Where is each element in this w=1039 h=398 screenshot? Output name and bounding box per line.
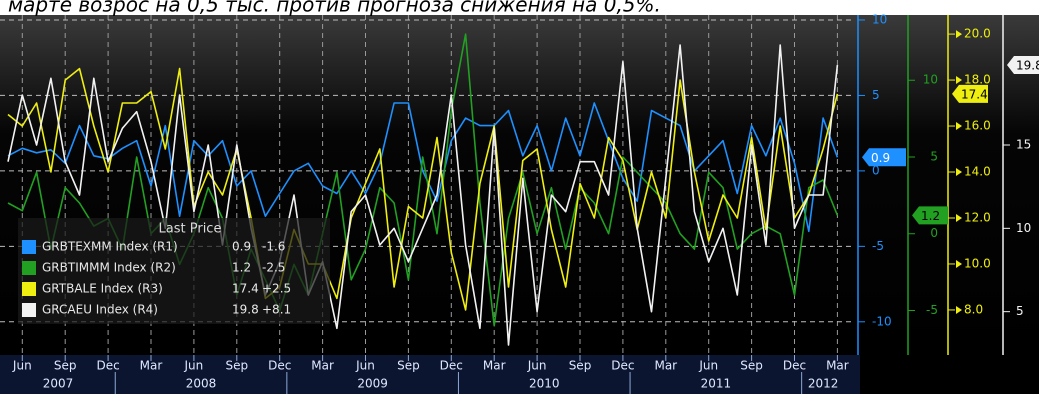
- legend-title: Last Price: [159, 222, 222, 237]
- legend-change: -1.6: [262, 240, 285, 254]
- lines: [7, 33, 839, 346]
- year-label: 2009: [357, 377, 388, 391]
- y-tick-label: 5: [930, 149, 938, 163]
- x-tick-label: Dec: [96, 359, 119, 373]
- y-tick-label: -5: [872, 239, 884, 253]
- legend-box: [18, 218, 330, 324]
- legend-label: GRBTIMMM Index (R2): [42, 261, 176, 275]
- y-tick-label: 10.0: [964, 256, 991, 270]
- x-tick-label: Dec: [611, 359, 634, 373]
- y-tick-label: 0: [872, 163, 880, 177]
- legend-change: -2.5: [262, 261, 285, 275]
- year-label: 2007: [43, 377, 74, 391]
- y-tick-label: 16.0: [964, 119, 991, 133]
- x-axis-strip: [0, 355, 860, 394]
- series-line: [7, 33, 839, 327]
- legend-label: GRBTEXMM Index (R1): [42, 240, 178, 254]
- x-tick-label: Sep: [225, 359, 248, 373]
- x-tick-label: Sep: [54, 359, 77, 373]
- tick-arrow: [956, 259, 962, 268]
- series-line: [7, 44, 839, 346]
- last-value-tag: [952, 84, 988, 103]
- corner: [860, 355, 1039, 394]
- y-tick-label: 0: [930, 226, 938, 240]
- y-tick-label: 5: [1016, 304, 1024, 318]
- last-value-label: 0.9: [871, 151, 890, 165]
- tick-arrow: [956, 305, 962, 314]
- tick-arrow: [956, 76, 962, 85]
- series-line: [7, 102, 839, 233]
- y-tick-label: 15: [1016, 138, 1031, 152]
- x-tick-label: Sep: [569, 359, 592, 373]
- year-label: 2011: [701, 377, 732, 391]
- x-tick-label: Mar: [140, 359, 163, 373]
- last-value-tag: [1007, 56, 1039, 74]
- series-line: [7, 67, 839, 311]
- legend-last: 0.9: [232, 240, 251, 254]
- last-value-label: 17.4: [961, 87, 988, 101]
- x-tick-label: Jun: [527, 359, 547, 373]
- legend-change: +2.5: [262, 282, 291, 296]
- y-tick-label: 18.0: [964, 73, 991, 87]
- year-label: 2010: [529, 377, 560, 391]
- y-tick-label: -10: [872, 314, 892, 328]
- x-tick-label: Jun: [184, 359, 204, 373]
- x-tick-label: Mar: [826, 359, 849, 373]
- tick-arrow: [956, 30, 962, 39]
- y-tick-label: 14.0: [964, 165, 991, 179]
- legend-swatch: [22, 303, 36, 317]
- x-tick-label: Mar: [311, 359, 334, 373]
- y-tick-label: -5: [926, 303, 938, 317]
- tick-arrow: [956, 168, 962, 177]
- legend-label: GRTBALE Index (R3): [42, 282, 163, 296]
- x-tick-label: Sep: [740, 359, 763, 373]
- legend-label: GRCAEU Index (R4): [42, 303, 158, 317]
- x-tick-label: Dec: [783, 359, 806, 373]
- x-tick-label: Jun: [12, 359, 32, 373]
- x-tick-label: Jun: [355, 359, 375, 373]
- last-value-tag: [912, 206, 948, 225]
- y-tick-label: 5: [872, 88, 880, 102]
- y-tick-label: 20.0: [964, 27, 991, 41]
- legend-last: 17.4: [232, 282, 259, 296]
- last-value-tag: [862, 148, 906, 167]
- last-value-label: 1.2: [921, 209, 940, 223]
- legend-change: +8.1: [262, 303, 291, 317]
- y-tick-label: 10: [923, 73, 938, 87]
- x-tick-label: Sep: [397, 359, 420, 373]
- legend-swatch: [22, 282, 36, 296]
- tick-arrow: [956, 213, 962, 222]
- y-tick-label: 12.0: [964, 210, 991, 224]
- legend-swatch: [22, 240, 36, 254]
- x-tick-label: Dec: [440, 359, 463, 373]
- x-tick-label: Mar: [483, 359, 506, 373]
- y-tick-label: 10: [872, 12, 887, 26]
- year-label: 2012: [808, 377, 839, 391]
- legend-swatch: [22, 261, 36, 275]
- last-value-label: 19.8: [1016, 59, 1039, 73]
- legend-last: 1.2: [232, 261, 251, 275]
- chart-title: марте возрос на 0,5 тыс. против прогноза…: [8, 0, 661, 17]
- tick-arrow: [956, 122, 962, 131]
- x-tick-label: Mar: [654, 359, 677, 373]
- legend-last: 19.8: [232, 303, 259, 317]
- x-tick-label: Dec: [268, 359, 291, 373]
- y-tick-label: 8.0: [964, 302, 983, 316]
- x-tick-label: Jun: [698, 359, 718, 373]
- year-label: 2008: [186, 377, 217, 391]
- y-tick-label: 10: [1016, 221, 1031, 235]
